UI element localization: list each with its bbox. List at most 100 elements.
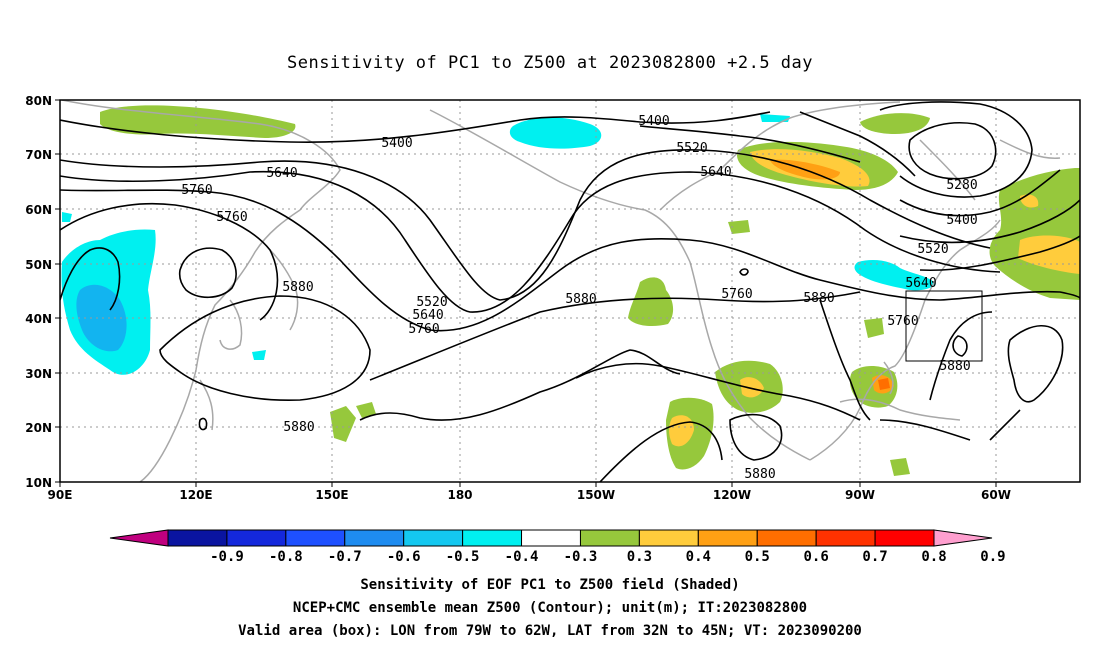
contour-label: 5760 <box>887 314 918 329</box>
positive-region <box>100 105 296 138</box>
colorbar-swatch <box>697 529 758 547</box>
contour-label: 5880 <box>565 292 596 307</box>
map-title: Sensitivity of PC1 to Z500 at 2023082800… <box>287 53 813 73</box>
contour-label: 5640 <box>700 165 731 180</box>
colorbar-swatch <box>285 529 346 547</box>
contour-label: 5640 <box>905 276 936 291</box>
lon-label: 60W <box>981 488 1011 502</box>
positive-region <box>628 277 674 326</box>
contour-labels: 5400 5400 5520 5640 5760 5760 5880 5520 … <box>181 114 977 482</box>
colorbar-swatch <box>462 529 523 547</box>
lon-label: 90E <box>48 488 73 502</box>
lat-label: 80N <box>25 94 52 108</box>
caption-line-2: NCEP+CMC ensemble mean Z500 (Contour); u… <box>293 600 807 616</box>
lon-label: 180 <box>447 488 472 502</box>
colorbar-label: 0.7 <box>862 549 887 565</box>
contour-label: 5880 <box>282 280 313 295</box>
negative-region <box>760 114 790 122</box>
colorbar-swatch <box>579 529 640 547</box>
lat-label: 40N <box>25 312 52 326</box>
positive-region <box>864 318 884 338</box>
lon-label: 150W <box>577 488 615 502</box>
colorbar-label: -0.4 <box>505 549 539 565</box>
contour-label: 5640 <box>412 308 443 323</box>
positive-region <box>356 402 376 418</box>
contour-label: 5520 <box>917 242 948 257</box>
colorbar-label: -0.5 <box>446 549 480 565</box>
colorbar-label: 0.5 <box>745 549 770 565</box>
positive-core <box>1020 194 1039 208</box>
colorbar-label: 0.9 <box>980 549 1005 565</box>
colorbar-swatch <box>403 529 464 547</box>
colorbar-swatch <box>874 529 935 547</box>
contour-label: 5400 <box>946 213 977 228</box>
lon-label: 90W <box>845 488 875 502</box>
map-frame <box>59 99 1081 483</box>
lon-label: 120W <box>713 488 751 502</box>
z500-contours <box>60 101 1080 482</box>
contour-label: 5880 <box>939 359 970 374</box>
negative-region <box>509 117 602 149</box>
colorbar-label: 0.3 <box>627 549 652 565</box>
positive-region <box>728 220 750 234</box>
negative-region <box>62 212 72 222</box>
lon-label: 150E <box>315 488 348 502</box>
colorbar-label: -0.6 <box>387 549 421 565</box>
colorbar-label: -0.8 <box>269 549 303 565</box>
positive-core <box>669 415 694 447</box>
positive-region <box>860 113 930 134</box>
colorbar-label: -0.3 <box>564 549 598 565</box>
contour-label: 5400 <box>381 136 412 151</box>
caption-line-3: Valid area (box): LON from 79W to 62W, L… <box>238 623 862 639</box>
positive-core <box>878 378 890 390</box>
longitude-labels: 90E 120E 150E 180 150W 120W 90W 60W <box>48 488 1011 502</box>
lat-label: 60N <box>25 203 52 217</box>
lat-label: 30N <box>25 367 52 381</box>
colorbar-swatch <box>344 529 405 547</box>
tick-marks <box>55 99 997 487</box>
contour-label: 5520 <box>416 295 447 310</box>
valid-area-box <box>905 290 983 362</box>
lon-label: 120E <box>179 488 212 502</box>
contour-label: 5640 <box>266 166 297 181</box>
caption-line-1: Sensitivity of EOF PC1 to Z500 field (Sh… <box>360 577 739 593</box>
colorbar-swatch <box>638 529 699 547</box>
lat-label: 70N <box>25 148 52 162</box>
colorbar-label: 0.6 <box>804 549 829 565</box>
negative-region-core <box>76 284 127 352</box>
positive-core <box>1018 235 1080 274</box>
colorbar-label: -0.9 <box>210 549 244 565</box>
negative-region <box>252 350 266 360</box>
contour-label: 5280 <box>946 178 977 193</box>
positive-region <box>890 458 910 476</box>
colorbar-label: 0.4 <box>686 549 711 565</box>
positive-region <box>330 406 356 442</box>
map-panel: 5400 5400 5520 5640 5760 5760 5880 5520 … <box>60 100 1080 482</box>
lat-label: 20N <box>25 421 52 435</box>
colorbar-swatch <box>756 529 817 547</box>
contour-label: 5760 <box>721 287 752 302</box>
lat-label: 10N <box>25 476 52 490</box>
lat-label: 50N <box>25 258 52 272</box>
colorbar-swatch <box>815 529 876 547</box>
colorbar-extend-low <box>109 529 169 547</box>
colorbar: -0.9 -0.8 -0.7 -0.6 -0.5 -0.4 -0.3 0.3 0.4 0.5 0.6… <box>109 529 1006 565</box>
contour-label: 5760 <box>181 183 212 198</box>
positive-core <box>740 377 764 398</box>
colorbar-extend-high <box>933 529 993 547</box>
sensitivity-shading <box>61 105 1080 476</box>
contour-label: 5880 <box>283 420 314 435</box>
contour-label: 5880 <box>744 467 775 482</box>
contour-label: 5880 <box>803 291 834 306</box>
colorbar-swatch <box>521 529 581 547</box>
latitude-labels: 80N 70N 60N 50N 40N 30N 20N 10N <box>25 94 52 490</box>
contour-label: 5760 <box>216 210 247 225</box>
colorbar-swatch <box>167 529 228 547</box>
colorbar-swatch <box>226 529 287 547</box>
contour-label: 5520 <box>676 141 707 156</box>
colorbar-label: 0.8 <box>921 549 946 565</box>
contour-label: 5760 <box>408 322 439 337</box>
negative-region <box>854 260 936 291</box>
colorbar-label: -0.7 <box>328 549 362 565</box>
